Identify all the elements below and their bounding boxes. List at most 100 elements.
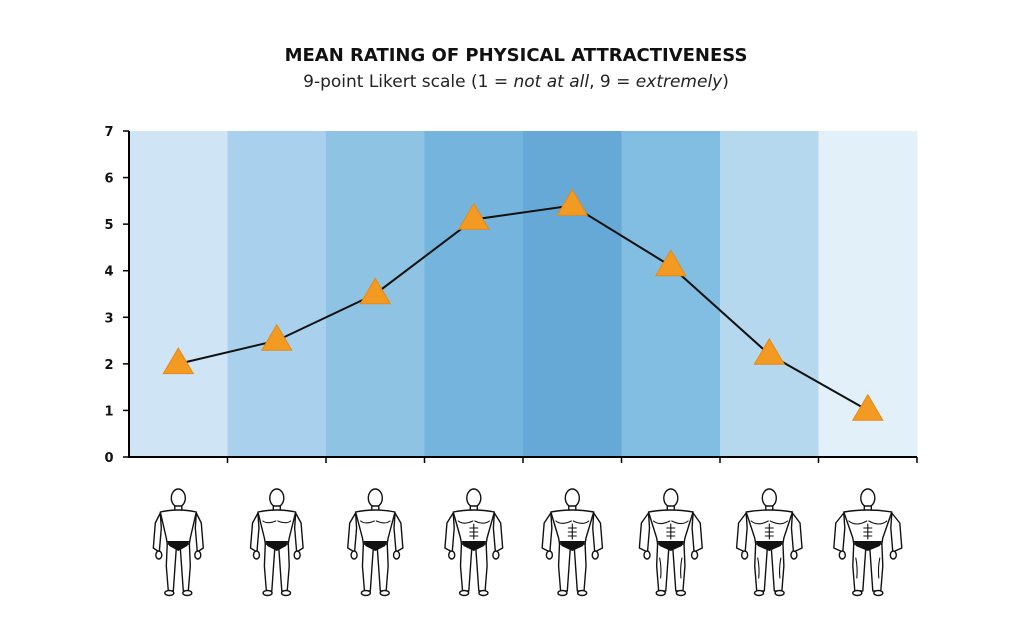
y-tick-label: 5 (104, 218, 113, 233)
y-tick-label: 1 (104, 404, 113, 419)
figure-head (663, 488, 679, 508)
figure-leg-muscle (680, 557, 683, 579)
category-band-7 (720, 131, 819, 457)
figure-right-foot (675, 589, 687, 597)
data-point-marker (359, 277, 392, 305)
figure-right-hand (194, 550, 202, 560)
y-tick-label: 3 (104, 311, 113, 326)
figure-right-leg (475, 541, 488, 592)
figure-left-foot (852, 589, 863, 597)
figure-right-leg (770, 541, 785, 592)
data-point-marker (260, 323, 293, 351)
data-point-marker (753, 337, 786, 365)
figure-right-hand (492, 550, 500, 560)
figure-left-leg (263, 541, 276, 592)
figure-briefs (853, 541, 882, 551)
figure-left-hand (838, 550, 846, 560)
figure-leg-muscle (757, 557, 760, 579)
figure-right-arm (293, 512, 304, 553)
chart-subtitle: 9-point Likert scale (1 = not at all, 9 … (303, 72, 729, 92)
figure-right-leg (179, 541, 192, 592)
figure-right-arm (691, 512, 703, 553)
data-point-marker (654, 249, 687, 277)
figure-left-foot (557, 589, 568, 597)
figure-right-hand (690, 550, 699, 560)
figure-left-leg (655, 541, 670, 592)
figure-chest-line (457, 520, 474, 524)
data-point-marker (162, 347, 195, 375)
figure-right-hand (790, 550, 798, 560)
figure-chest-line (652, 520, 671, 525)
subtitle-suffix: ) (722, 72, 729, 92)
data-point-marker (851, 393, 884, 421)
subtitle-low-label: not at all (514, 72, 590, 92)
very-muscular-body-icon (735, 488, 803, 597)
athletic-body-icon (541, 488, 604, 597)
y-tick-label: 7 (104, 125, 113, 140)
figure-left-arm (833, 512, 846, 553)
category-band-1 (129, 131, 228, 457)
figure-left-foot (753, 589, 765, 597)
category-bands (129, 131, 918, 457)
y-tick-label: 2 (104, 358, 113, 373)
figure-right-foot (478, 589, 489, 597)
figure-briefs (461, 541, 487, 551)
figure-right-hand (591, 550, 599, 560)
figure-head (269, 488, 285, 508)
figure-briefs (755, 541, 783, 551)
figure-leg-muscle (855, 557, 858, 579)
figure-left-leg (361, 541, 374, 592)
chart-title: MEAN RATING OF PHYSICAL ATTRACTIVENESS (285, 45, 748, 66)
figure-left-arm (735, 512, 748, 553)
figure-torso (159, 509, 198, 545)
figure-left-hand (350, 550, 358, 560)
figure-left-arm (638, 512, 651, 553)
figure-right-leg (376, 541, 389, 592)
figure-chest-line (555, 520, 572, 524)
figure-left-foot (655, 589, 666, 597)
figure-torso (257, 509, 297, 545)
figure-chest-line (769, 520, 788, 525)
figure-left-arm (152, 512, 163, 553)
figure-torso (354, 509, 396, 545)
figure-leg-muscle (877, 557, 881, 579)
figure-leg-muscle (659, 557, 662, 579)
data-series (162, 188, 884, 421)
slim-body-icon (249, 488, 304, 597)
figure-left-foot (360, 589, 372, 597)
figure-right-arm (790, 512, 803, 553)
figure-briefs (265, 541, 289, 551)
figure-left-foot (262, 589, 273, 597)
figure-left-leg (165, 541, 178, 592)
figure-chest-line (671, 520, 689, 525)
figure-left-arm (541, 512, 553, 553)
figure-left-hand (740, 550, 749, 560)
category-band-4 (424, 131, 524, 457)
figure-chest-line (572, 520, 590, 524)
figure-chest-line (474, 520, 490, 524)
figure-head (761, 488, 777, 508)
figure-left-hand (155, 550, 163, 560)
y-tick-label: 0 (104, 451, 113, 466)
axes: 0 1 2 3 4 5 6 7 (104, 125, 918, 466)
figure-chest-line (360, 520, 375, 524)
figure-head (170, 488, 187, 508)
figure-head (564, 488, 580, 508)
figure-head (367, 488, 383, 508)
figure-left-foot (458, 589, 470, 597)
figure-left-arm (249, 512, 260, 553)
figure-right-foot (576, 589, 588, 597)
series-line (178, 204, 869, 412)
figure-head (466, 488, 482, 508)
toned-body-icon (444, 488, 504, 597)
figure-right-foot (182, 589, 193, 597)
figure-right-leg (573, 541, 587, 592)
bodybuilder-body-icon (833, 488, 903, 597)
figure-briefs (167, 541, 190, 551)
figure-left-arm (347, 512, 358, 553)
figure-left-foot (164, 589, 175, 597)
figure-right-foot (379, 589, 390, 597)
subtitle-prefix: 9-point Likert scale (1 = (303, 72, 513, 92)
